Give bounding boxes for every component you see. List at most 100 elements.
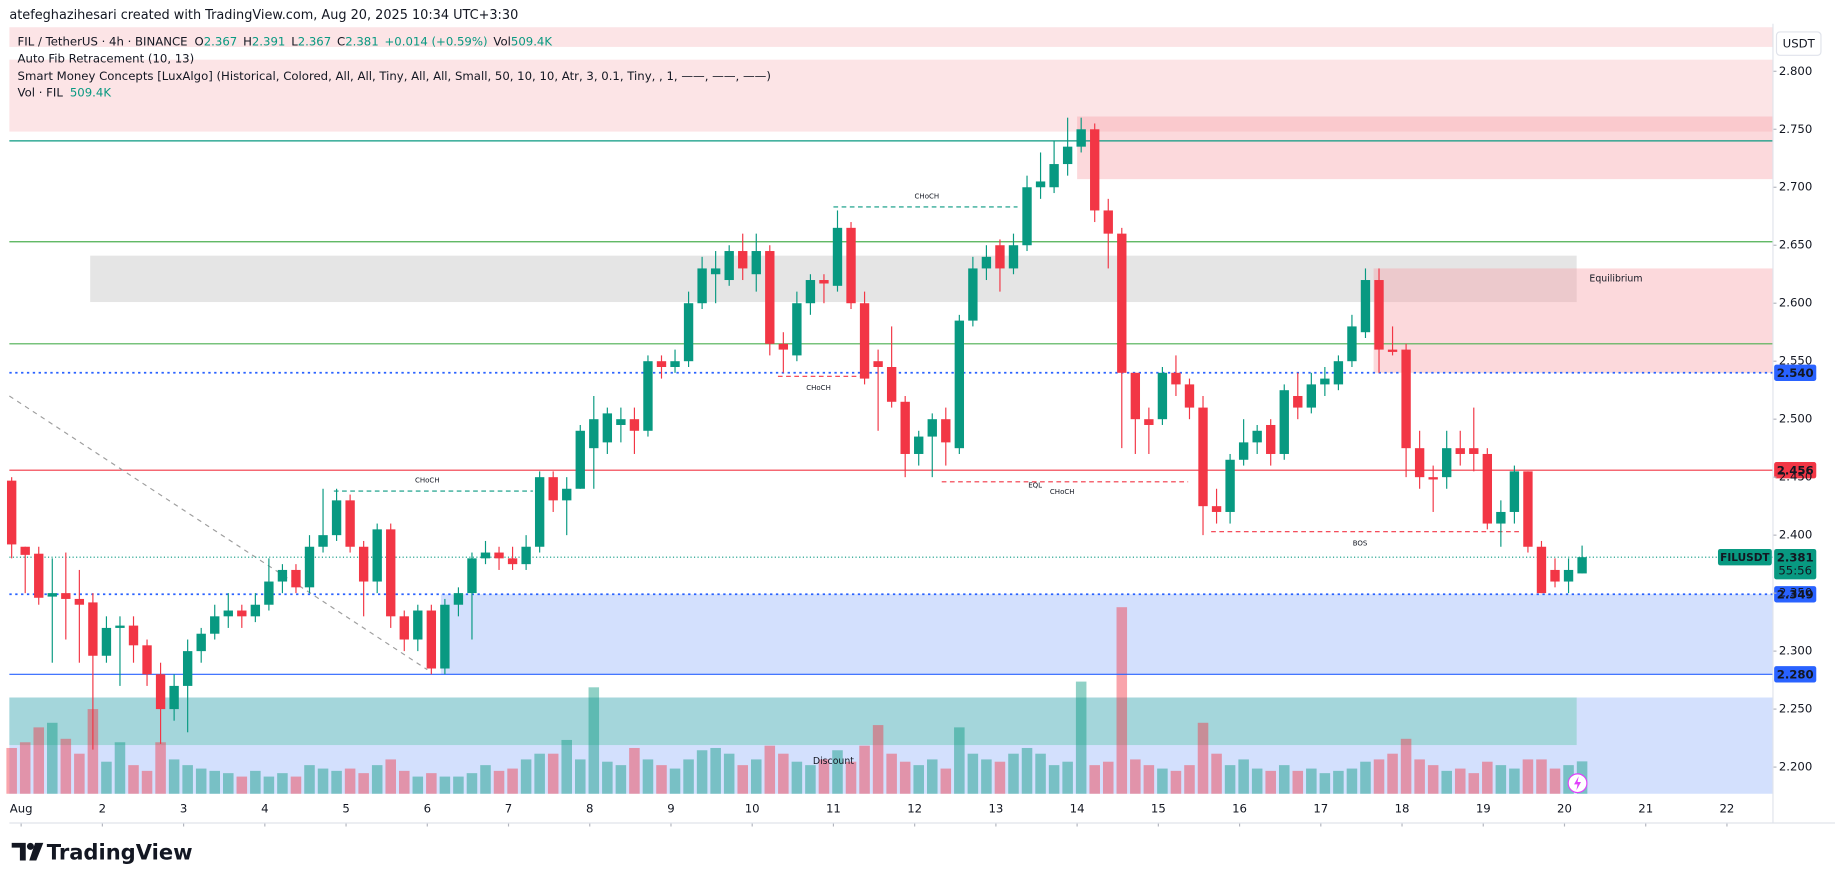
- zones: [9, 27, 1773, 794]
- candle-body: [927, 419, 937, 437]
- x-tick-label: 17: [1313, 801, 1328, 815]
- currency[interactable]: USDT: [1783, 37, 1816, 51]
- price-badge: [1774, 586, 1817, 603]
- candle-body: [1279, 390, 1289, 454]
- c-label: C: [337, 34, 345, 48]
- volume-bar: [940, 768, 952, 794]
- last-price-label: 2.381: [1777, 550, 1814, 564]
- volume-bar: [1211, 753, 1222, 794]
- volume-bar: [1333, 770, 1344, 794]
- symbol: FIL / TetherUS · 4h · BINANCE: [18, 34, 188, 48]
- credit: atefeghazihesari created with TradingVie…: [9, 8, 518, 23]
- volume-bar: [1102, 761, 1114, 794]
- volume-bar: [1454, 768, 1466, 794]
- candle-body: [1076, 129, 1086, 147]
- y-tick-label: 2.250: [1779, 702, 1812, 716]
- vol-label: Vol: [493, 34, 511, 48]
- candle-body: [1306, 384, 1317, 408]
- volume-bar: [750, 759, 762, 794]
- candle-body: [169, 685, 179, 710]
- volume-bar: [1468, 773, 1480, 794]
- volume-bar: [859, 745, 870, 794]
- x-tick-label: 15: [1151, 801, 1166, 815]
- candle-body: [264, 581, 274, 605]
- volume-bar: [385, 759, 396, 794]
- candle-body: [1333, 361, 1344, 385]
- volume-bar: [1346, 768, 1358, 794]
- candle-body: [210, 616, 220, 634]
- x-tick-label: 22: [1720, 801, 1735, 815]
- candle-body: [1577, 557, 1587, 574]
- volume-bar: [1035, 753, 1046, 794]
- candle-body: [1414, 448, 1425, 478]
- volume-bar: [399, 770, 410, 794]
- candle-body: [507, 558, 518, 565]
- candle-body: [832, 227, 843, 286]
- volume-bar: [493, 770, 505, 794]
- volume-bar: [1400, 738, 1412, 794]
- volume-bar: [615, 765, 627, 794]
- volume-bar: [114, 742, 126, 794]
- y-tick-label: 2.600: [1779, 296, 1812, 310]
- candle-body: [778, 343, 789, 350]
- candle-body: [115, 625, 125, 628]
- volume-bar: [602, 761, 613, 794]
- candle-body: [1293, 395, 1303, 408]
- candle-body: [413, 610, 423, 640]
- candle-body: [859, 303, 870, 379]
- candle-body: [941, 419, 951, 443]
- volume-bar: [128, 765, 139, 794]
- candle-body: [1252, 430, 1262, 443]
- candles: [6, 117, 1587, 750]
- volume-bar: [1306, 768, 1317, 794]
- candle-body: [1130, 372, 1141, 420]
- candle-body: [968, 268, 978, 321]
- candle-body: [480, 552, 491, 559]
- volume-bar: [480, 765, 491, 794]
- price-badge: [1774, 666, 1817, 683]
- indicator: Auto Fib Retracement (10, 13): [18, 51, 195, 65]
- price-badge-label: 2.540: [1777, 366, 1814, 380]
- zone: [1077, 116, 1773, 180]
- candle-body: [142, 645, 152, 675]
- volume-bar: [778, 753, 789, 794]
- annotation: CHoCH: [915, 192, 940, 201]
- candle-body: [534, 477, 545, 547]
- volume-bar: [1238, 759, 1249, 794]
- volume-bar: [656, 765, 667, 794]
- volume-bar: [47, 722, 58, 794]
- volume-bar: [669, 768, 681, 794]
- volume-bar: [845, 761, 857, 794]
- volume-bar: [1509, 768, 1520, 794]
- volume-bar: [1427, 765, 1439, 794]
- x-tick-label: 8: [586, 801, 593, 815]
- annotation: Equilibrium: [1589, 273, 1642, 284]
- last-price-badge: [1774, 548, 1817, 580]
- y-tick-label: 2.500: [1779, 412, 1812, 426]
- volume-bar: [1184, 765, 1195, 794]
- volume-bar: [1130, 759, 1141, 794]
- volume-bar: [101, 761, 112, 794]
- candle-body: [1455, 448, 1465, 454]
- candle-body: [819, 280, 829, 284]
- candle-body: [196, 633, 206, 652]
- h-label: H: [243, 34, 252, 48]
- candle-body: [995, 245, 1005, 269]
- levels: CHoCH CHoCH CHoCH CHoCH EQL BOS Equilibrium Dis…: [9, 140, 1773, 767]
- candle-body: [386, 529, 396, 617]
- candle-body: [47, 593, 57, 597]
- candle-body: [1401, 349, 1411, 449]
- candle-body: [1144, 419, 1154, 425]
- candle-body: [1184, 384, 1195, 408]
- volume-bar: [1536, 759, 1547, 794]
- candle-body: [629, 419, 640, 431]
- volume-bar: [723, 753, 735, 794]
- h-value: 2.391: [252, 34, 285, 48]
- volume-bar: [520, 759, 532, 794]
- candle-body: [562, 488, 572, 501]
- annotation: CHoCH: [1050, 487, 1075, 496]
- currency-button[interactable]: [1775, 31, 1822, 56]
- x-tick-label: 3: [180, 801, 187, 815]
- volume-bar: [453, 776, 464, 794]
- candle-body: [873, 361, 883, 368]
